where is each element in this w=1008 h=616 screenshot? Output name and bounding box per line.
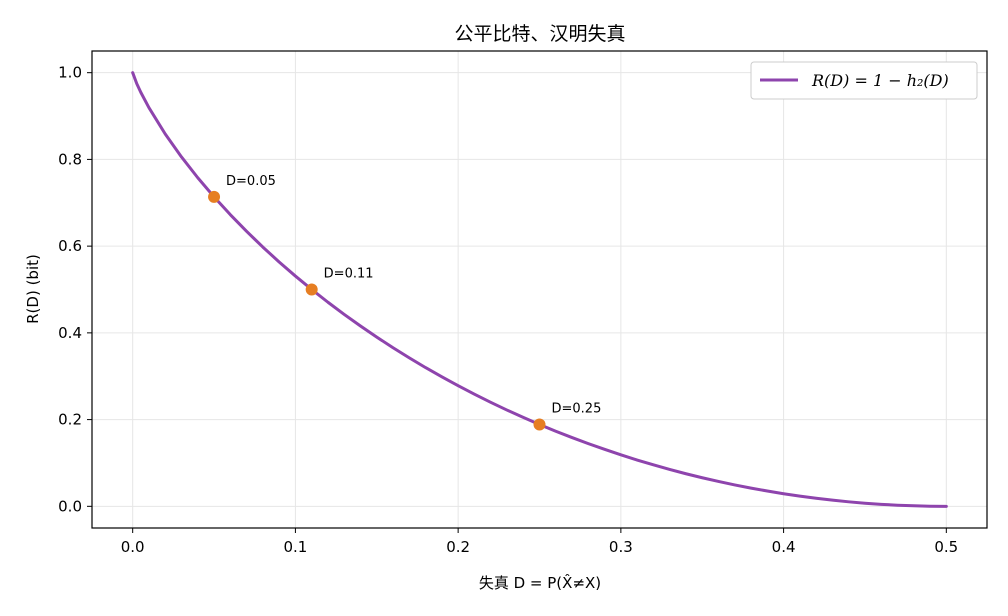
- marker-label: D=0.25: [552, 401, 602, 416]
- y-tick-label: 0.8: [58, 150, 82, 168]
- marker-label: D=0.05: [226, 174, 276, 189]
- marker-point: [208, 190, 221, 203]
- plot-frame: [91, 50, 988, 529]
- series-layer: [131, 71, 948, 508]
- x-tick-label: 0.4: [772, 538, 796, 556]
- marker-point: [533, 418, 546, 431]
- marker-layer: D=0.05 D=0.11 D=0.25: [208, 174, 601, 431]
- x-tick-label: 0.2: [446, 538, 470, 556]
- chart-title: 公平比特、汉明失真: [454, 23, 625, 45]
- series-line: [131, 71, 948, 508]
- y-tick-label: 0.0: [58, 497, 82, 515]
- y-tick-label: 0.6: [58, 237, 82, 255]
- x-tick-label: 0.0: [121, 538, 145, 556]
- legend: R(D) = 1 − h₂(D): [750, 61, 978, 100]
- x-tick-label: 0.5: [934, 538, 958, 556]
- legend-label: R(D) = 1 − h₂(D): [811, 71, 949, 90]
- axes-layer: 0.0 0.1 0.2 0.3 0.4 0.5 0.0 0.2 0.4 0.6 0.8 1.0: [58, 50, 988, 556]
- marker-point: [305, 283, 318, 296]
- marker-label: D=0.11: [324, 266, 374, 281]
- y-tick-label: 1.0: [58, 64, 82, 82]
- x-tick-label: 0.1: [283, 538, 307, 556]
- y-tick-label: 0.4: [58, 324, 82, 342]
- x-tick-label: 0.3: [609, 538, 633, 556]
- y-tick-label: 0.2: [58, 411, 82, 429]
- y-axis-label: R(D) (bit): [24, 254, 42, 324]
- x-axis-label: 失真 D = P(X̂≠X): [479, 573, 601, 592]
- grid-layer: [92, 51, 987, 528]
- legend-box: [750, 61, 978, 100]
